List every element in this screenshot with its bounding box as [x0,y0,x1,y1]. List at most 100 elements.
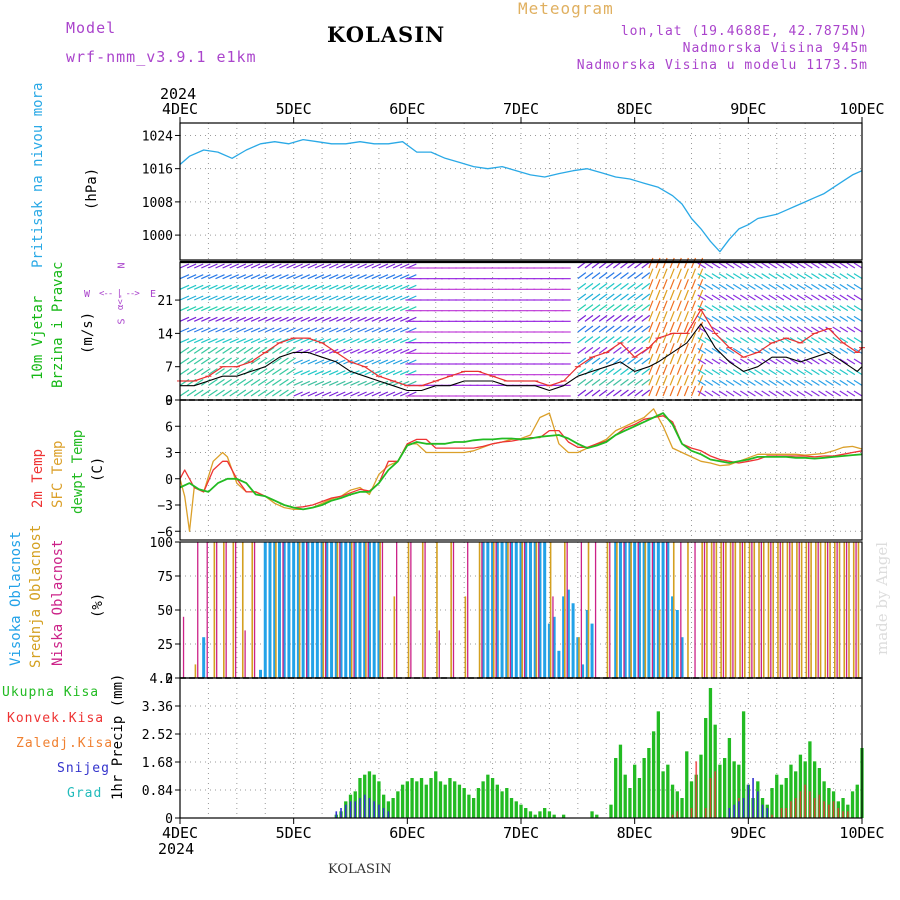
wind-barb [846,347,856,354]
wind-barb [186,327,197,333]
precip-conv-bar [790,801,792,818]
precip-total-bar [841,798,845,818]
wind-barb [179,346,190,354]
pressure-line [179,138,863,253]
wind-barb [279,295,289,301]
precip-total-bar [808,741,812,818]
wind-barb [775,294,785,301]
wind-barb [648,300,654,311]
wind-barb [627,378,636,386]
precip-snow-bar [752,778,754,818]
wind-barb [690,279,697,290]
wind-barb [179,338,190,344]
wind-barb [846,262,856,269]
precip-snow-bar [728,808,731,818]
wind-barb [300,327,311,333]
bottom-day-label: 8DEC [617,824,653,842]
wind-barb [655,268,661,279]
wind-barb [612,325,622,333]
wind-barb [584,304,594,312]
wind-barb [641,389,651,397]
precip-total-bar [396,791,400,818]
wind-barb [818,358,827,365]
wind-barb [839,358,849,365]
wind-barb [846,326,856,333]
wind-barb [257,295,268,301]
pressure-ytick-label: 1016 [142,163,173,178]
wind-barb [328,338,339,344]
precip-legend-total: Ukupna Kisa [2,685,100,700]
wind-barb [761,315,770,322]
wind-barb [378,348,389,354]
wind-barb [591,378,601,386]
wind-barb [683,300,689,311]
wind-barb [698,311,704,322]
wind-barb [350,380,360,386]
wind-barb [343,327,353,333]
wind-barb [350,274,360,280]
wind-barb [775,305,785,312]
wind-barb [215,338,225,344]
wind-barb [789,347,799,354]
wind-barb [328,327,339,333]
wind-barb [265,306,275,312]
wind-barb [697,369,707,376]
wind-barb [690,343,697,354]
wind-ytick-label: 0 [165,394,173,409]
wind-barb [832,379,842,386]
wind-barb [768,326,778,333]
wind-barb [229,368,240,376]
wind-barb [208,357,218,365]
wind-barb [775,390,785,397]
wind-barb [293,327,303,333]
wind-barb [300,263,311,269]
wind-barb [853,283,863,290]
wind-barb [385,284,396,290]
precip-conv-bar [809,791,811,818]
wind-barb [846,337,856,344]
wind-barb [698,385,704,397]
wind-barb [711,273,721,280]
wind-barb [399,391,410,397]
wind-barb [250,295,261,301]
wind-barb [392,370,403,376]
wind-barb [250,327,261,333]
wind-barb [321,284,332,290]
wind-barb [627,304,636,312]
wind-barb [732,337,742,344]
wind-barb [215,263,225,269]
wind-barb [768,315,778,322]
wind-barb [754,326,763,333]
wind-barb [215,346,225,354]
wind-barb [407,306,417,312]
wind-barb [683,364,689,375]
wind-barb [257,357,268,365]
wind-barb [782,358,792,365]
wind-barb [789,358,799,365]
wind-barb [257,346,268,354]
compass-arrows: <-- | --> [99,289,140,299]
top-day-label: 5DEC [276,100,312,118]
precip-total-bar [377,781,381,818]
wind-barb [698,343,704,354]
precip-total-bar [789,764,793,818]
wind-barb [811,337,820,344]
wind-barb [179,327,190,333]
wind-barb [796,337,806,344]
wind-barb [768,369,778,376]
wind-barb [392,391,403,397]
wind-barb [697,337,707,344]
wind-barb [754,337,763,344]
wind-barb [243,284,254,290]
precip-total-bar [689,781,694,818]
wind-barb [229,306,239,312]
top-year-label: 2024 [160,85,196,103]
wind-barb [336,274,346,280]
wind-barb [314,327,325,333]
wind-barb [761,262,770,269]
wind-barb [407,370,417,376]
wind-barb [620,346,629,354]
wind-barb [399,263,410,269]
wind-barb [357,391,367,397]
wind-barb [321,327,332,333]
